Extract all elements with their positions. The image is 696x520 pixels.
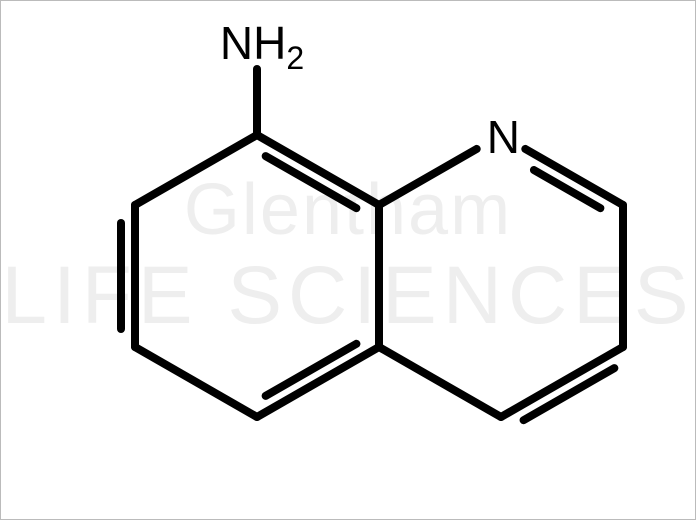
figure-container: Glentham LIFE SCIENCES NNH2 [0, 0, 696, 520]
molecule-diagram [1, 1, 696, 520]
atom-label-nh2: NH2 [220, 16, 304, 77]
atom-label-n1: N [487, 110, 520, 164]
